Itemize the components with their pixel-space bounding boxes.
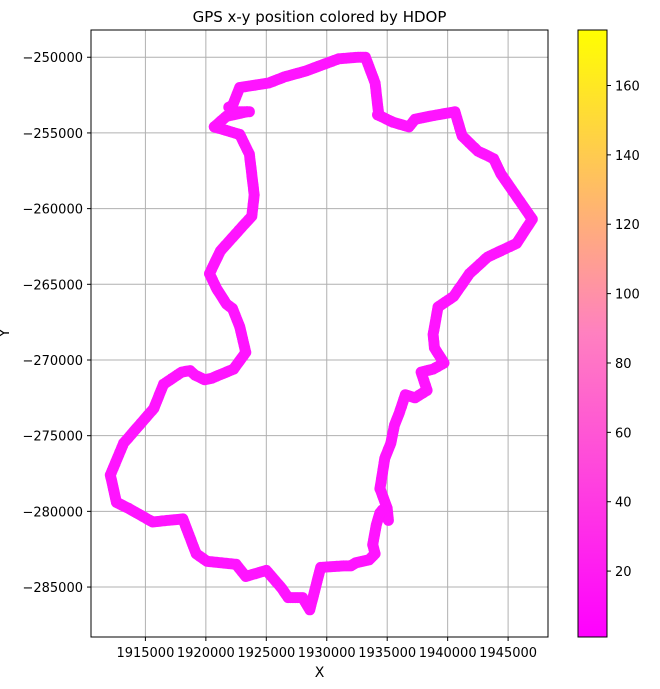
colorbar-tick-label: 120	[615, 218, 640, 233]
colorbar-tick-label: 20	[615, 565, 632, 580]
colorbar-tick-label: 100	[615, 288, 640, 303]
y-tick-label: −265000	[22, 278, 83, 293]
colorbar-tick-label: 80	[615, 357, 632, 372]
y-tick-label: −275000	[22, 430, 83, 445]
y-tick-label: −260000	[22, 203, 83, 218]
y-tick-label: −285000	[22, 581, 83, 596]
y-tick-label: −280000	[22, 505, 83, 520]
y-axis-title: Y	[0, 328, 13, 338]
x-tick-label: 1940000	[419, 646, 477, 661]
y-axis-ticks: −250000 −255000 −260000 −265000 −270000 −2750…	[22, 51, 91, 596]
x-axis-title: X	[315, 665, 325, 681]
colorbar-tick-label: 140	[615, 149, 640, 164]
colorbar-tick-label: 60	[615, 426, 632, 441]
x-tick-label: 1920000	[177, 646, 235, 661]
x-tick-label: 1935000	[358, 646, 416, 661]
x-tick-label: 1930000	[298, 646, 356, 661]
colorbar-ticks: 20 40 60 80 100 120 140 160	[607, 79, 640, 580]
y-tick-label: −250000	[22, 51, 83, 66]
y-tick-label: −270000	[22, 354, 83, 369]
gps-track	[104, 51, 538, 616]
grid	[91, 30, 548, 637]
x-tick-label: 1945000	[479, 646, 537, 661]
chart-title: GPS x-y position colored by HDOP	[193, 8, 447, 26]
y-tick-label: −255000	[22, 127, 83, 142]
colorbar	[577, 29, 608, 638]
x-axis-ticks: 1915000 1920000 1925000 1930000 1935000 19400…	[116, 637, 537, 661]
colorbar-tick-label: 40	[615, 496, 632, 511]
x-tick-label: 1915000	[116, 646, 174, 661]
gps-point	[357, 51, 369, 63]
x-tick-label: 1925000	[237, 646, 295, 661]
plot-frame	[90, 29, 549, 638]
colorbar-tick-label: 160	[615, 79, 640, 94]
